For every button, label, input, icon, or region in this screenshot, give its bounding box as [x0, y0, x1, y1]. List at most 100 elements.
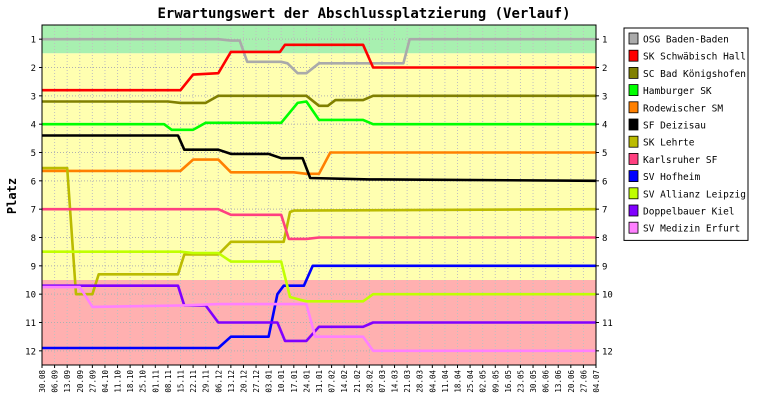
x-tick-label: 15.11: [177, 370, 186, 393]
y-tick-label-left: 4: [31, 121, 36, 131]
y-tick-label-right: 10: [602, 291, 613, 301]
x-tick-label: 31.01: [315, 370, 324, 393]
x-tick-label: 30.05: [529, 370, 538, 393]
x-tick-label: 28.02: [365, 370, 374, 393]
y-tick-label-left: 7: [31, 206, 36, 216]
series-line-7: [42, 207, 596, 241]
x-tick-label: 16.05: [504, 370, 513, 393]
x-tick-label: 22.11: [189, 370, 198, 393]
series-line-11: [42, 285, 596, 353]
legend-label: Karlsruher SF: [643, 155, 718, 166]
legend-label: SV Allianz Leipzig: [643, 189, 746, 200]
y-tick-label-right: 1: [602, 36, 607, 46]
legend-swatch: [628, 101, 639, 114]
x-tick-label: 25.04: [466, 370, 475, 393]
x-tick-label: 18.04: [454, 370, 463, 393]
legend-label: SK Schwäbisch Hall: [643, 52, 746, 63]
y-tick-label-left: 9: [31, 262, 36, 272]
legend-box: [623, 27, 749, 241]
x-tick-label: 11.10: [114, 370, 123, 393]
x-tick-label: 11.04: [441, 370, 450, 393]
series-line-9: [42, 250, 596, 303]
x-tick-label: 27.12: [252, 370, 261, 393]
y-tick-label-right: 4: [602, 121, 607, 131]
x-tick-label: 06.12: [214, 370, 223, 393]
x-tick-label: 13.12: [227, 370, 236, 393]
y-tick-label-right: 5: [602, 149, 607, 159]
legend-label: SF Deizisau: [643, 121, 706, 132]
y-tick-label-left: 5: [31, 149, 36, 159]
y-tick-label-left: 10: [25, 291, 36, 301]
series-line-3: [42, 100, 596, 132]
x-tick-label: 04.10: [101, 370, 110, 393]
x-tick-label: 08.11: [164, 370, 173, 393]
legend-swatch: [628, 221, 639, 234]
x-tick-label: 24.01: [302, 370, 311, 393]
x-tick-label: 20.06: [567, 370, 576, 393]
x-tick-label: 21.02: [353, 370, 362, 393]
legend-swatch: [628, 49, 639, 62]
x-tick-label: 28.03: [416, 370, 425, 393]
x-tick-label: 03.01: [265, 370, 274, 393]
legend-label: Hamburger SK: [643, 86, 712, 97]
y-tick-label-right: 2: [602, 64, 607, 74]
legend-swatch: [628, 67, 639, 79]
legend-label: SV Hofheim: [643, 172, 700, 183]
legend-swatch: [628, 32, 639, 45]
x-tick-label: 30.08: [38, 370, 47, 393]
y-tick-label-right: 12: [602, 347, 613, 357]
x-tick-label: 09.05: [491, 370, 500, 393]
legend-label: Rodewischer SM: [643, 103, 723, 114]
y-axis-label: Platz: [5, 178, 19, 214]
series-line-8: [42, 264, 596, 350]
y-tick-label-left: 12: [25, 347, 36, 357]
legend-swatch: [628, 84, 639, 96]
x-tick-labels: 30.08 06.09 13.09 20.09 27.09 04.10 11.10 18.10…: [38, 365, 601, 393]
y-tick-label-left: 1: [31, 36, 36, 46]
x-tick-label: 17.01: [290, 370, 299, 393]
x-tick-label: 07.02: [328, 370, 337, 393]
x-tick-label: 07.03: [378, 370, 387, 393]
legend-swatch: [628, 135, 639, 148]
x-tick-label: 13.09: [63, 370, 72, 393]
y-tick-label-left: 6: [31, 177, 36, 187]
chart-title: Erwartungswert der Abschlussplatzierung …: [157, 6, 570, 22]
series-line-5: [42, 134, 597, 183]
legend: OSG Baden-Baden SK Schwäbisch Hall SC Bad …: [623, 27, 749, 241]
legend-swatch: [628, 204, 639, 217]
x-tick-label: 25.10: [139, 370, 148, 393]
y-tick-label-right: 6: [602, 177, 607, 187]
y-tick-label-right: 9: [602, 262, 607, 272]
y-tick-label-right: 11: [602, 319, 613, 329]
legend-swatch: [628, 170, 639, 183]
x-tick-label: 06.09: [51, 370, 60, 393]
legend-swatch: [628, 152, 639, 165]
y-tick-label-right: 7: [602, 206, 607, 216]
x-tick-label: 13.06: [554, 370, 563, 393]
x-tick-label: 14.03: [391, 370, 400, 393]
x-tick-label: 20.12: [239, 370, 248, 393]
x-tick-label: 04.04: [428, 370, 437, 393]
x-tick-label: 02.05: [479, 370, 488, 393]
series-line-1: [42, 43, 596, 92]
series-line-2: [42, 94, 596, 108]
x-tick-label: 20.09: [76, 370, 85, 393]
x-tick-label: 04.07: [592, 370, 601, 393]
series-line-6: [42, 166, 597, 296]
series-line-4: [42, 151, 596, 176]
y-tick-label-right: 8: [602, 234, 607, 244]
x-tick-label: 18.10: [126, 370, 135, 393]
y-tick-label-left: 8: [31, 234, 36, 244]
x-tick-label: 23.05: [516, 370, 525, 393]
series-lines: [42, 37, 597, 353]
y-tick-label-left: 11: [25, 319, 36, 329]
y-tick-label-right: 3: [602, 92, 607, 102]
x-tick-label: 21.03: [403, 370, 412, 393]
x-tick-label: 06.06: [542, 370, 551, 393]
legend-swatch: [628, 187, 639, 200]
legend-label: SK Lehrte: [643, 138, 695, 149]
legend-swatch: [628, 118, 639, 131]
